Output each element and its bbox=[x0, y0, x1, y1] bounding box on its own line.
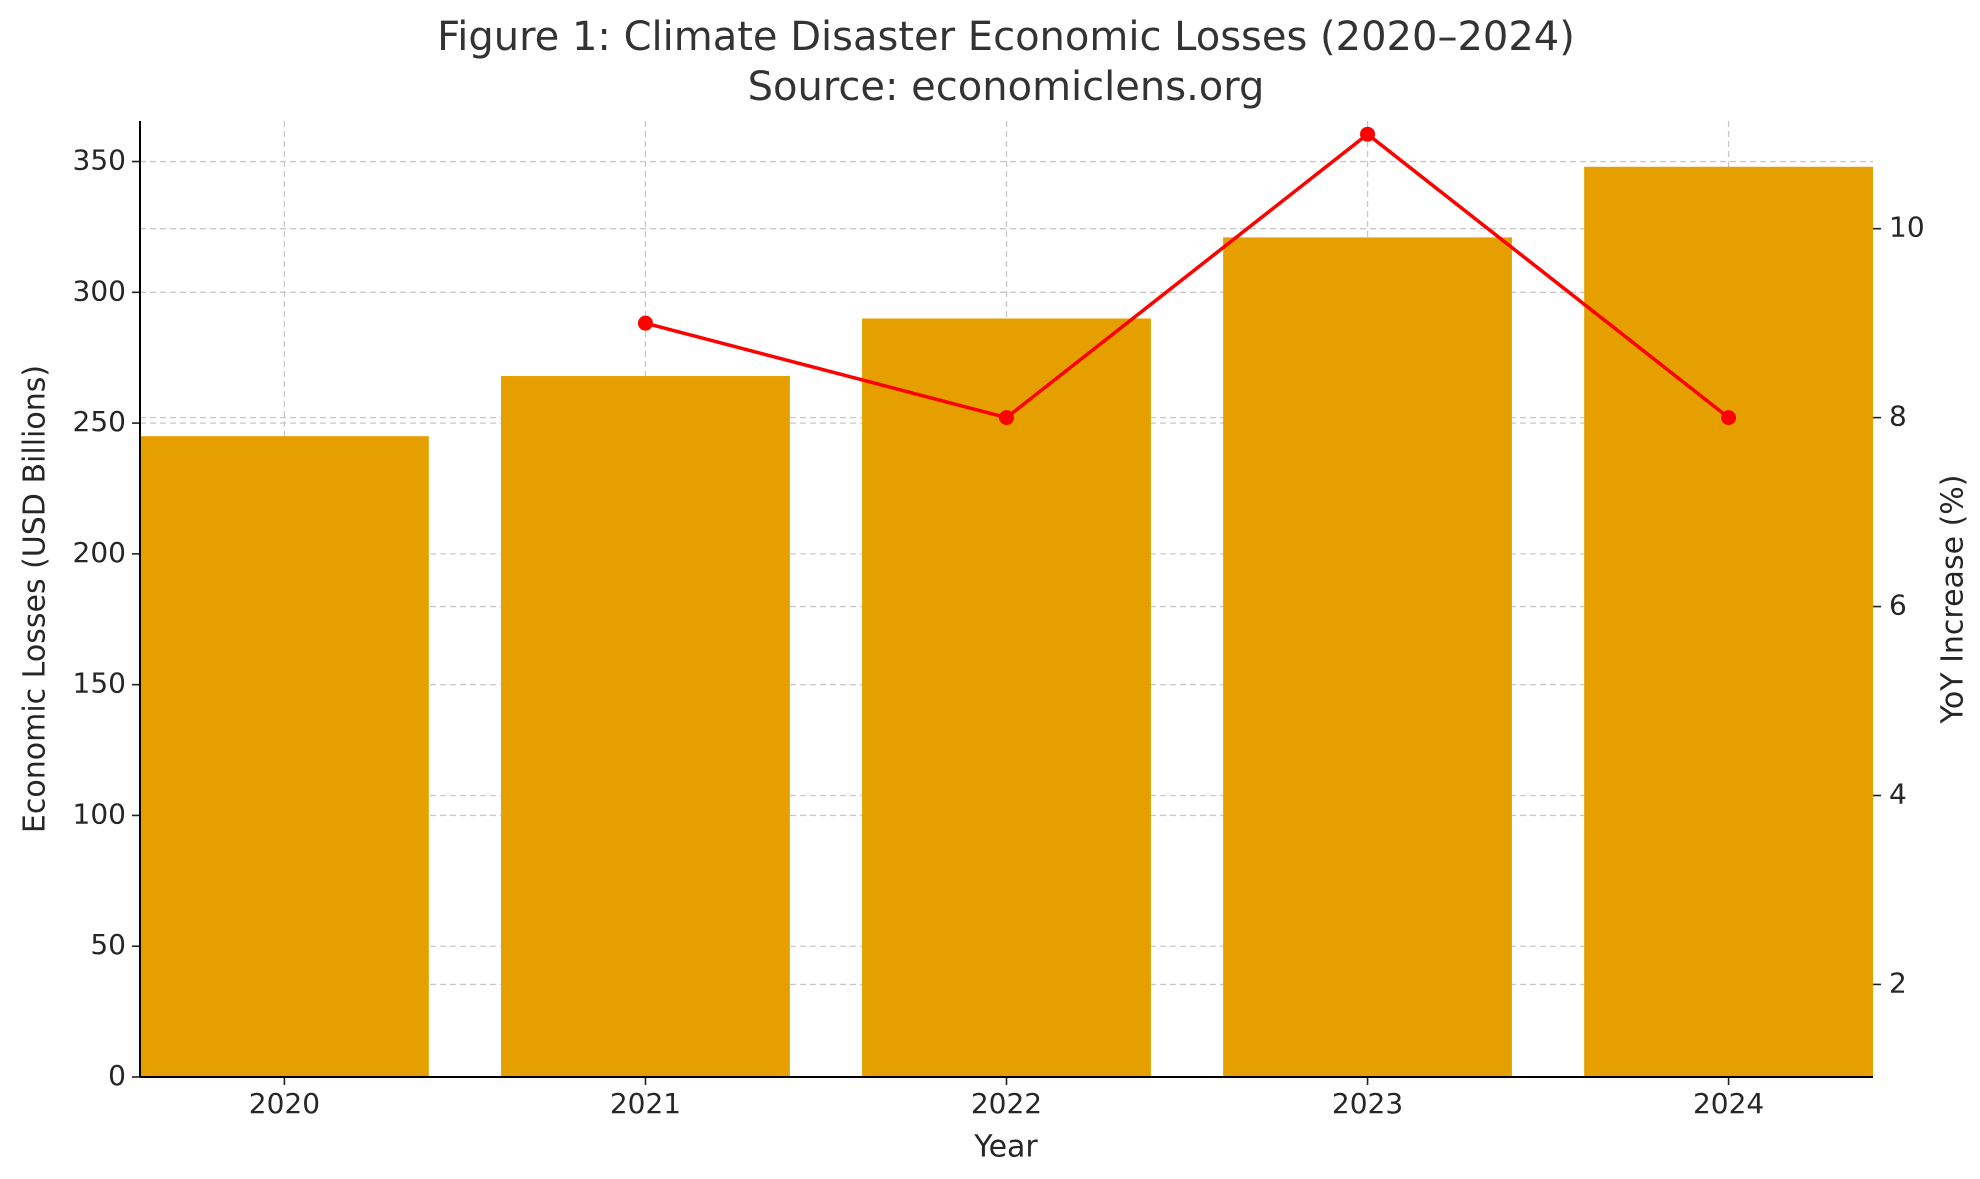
x-tick-label: 2024 bbox=[1693, 1087, 1764, 1120]
y-tick-label: 200 bbox=[73, 536, 126, 569]
y-tick-label: 300 bbox=[73, 274, 126, 307]
y-tick-label: 150 bbox=[73, 667, 126, 700]
x-tick-label: 2021 bbox=[610, 1087, 681, 1120]
y-axis-label: Economic Losses (USD Billions) bbox=[18, 365, 53, 833]
y-tick-label: 100 bbox=[73, 797, 126, 830]
y2-tick-label: 4 bbox=[1889, 777, 1907, 810]
x-tick-label: 2022 bbox=[971, 1087, 1042, 1120]
y-tick-label: 350 bbox=[73, 144, 126, 177]
bar bbox=[501, 376, 790, 1077]
point bbox=[1360, 126, 1376, 142]
bar bbox=[1223, 237, 1512, 1077]
line bbox=[645, 132, 1730, 420]
x-axis-label: Year bbox=[973, 1130, 1038, 1165]
point bbox=[1721, 410, 1737, 426]
y2-tick-label: 6 bbox=[1889, 589, 1907, 622]
x-tick-label: 2023 bbox=[1332, 1087, 1403, 1120]
y2-axis-label: YoY Increase (%) bbox=[1936, 475, 1971, 725]
point bbox=[637, 315, 653, 331]
y2-tick-label: 8 bbox=[1889, 400, 1907, 433]
chart-subtitle: Source: economiclens.org bbox=[748, 64, 1265, 110]
y2-tick-label: 2 bbox=[1889, 966, 1907, 999]
y-tick-label: 250 bbox=[73, 405, 126, 438]
x-tick-label: 2020 bbox=[249, 1087, 320, 1120]
point bbox=[999, 410, 1014, 426]
chart-title: Figure 1: Climate Disaster Economic Loss… bbox=[437, 14, 1575, 60]
bar bbox=[862, 318, 1151, 1077]
bar bbox=[1584, 166, 1873, 1077]
bar bbox=[140, 436, 429, 1077]
y-tick-label: 0 bbox=[108, 1059, 126, 1092]
y2-tick-label: 10 bbox=[1889, 211, 1925, 244]
y-tick-label: 50 bbox=[90, 928, 126, 961]
